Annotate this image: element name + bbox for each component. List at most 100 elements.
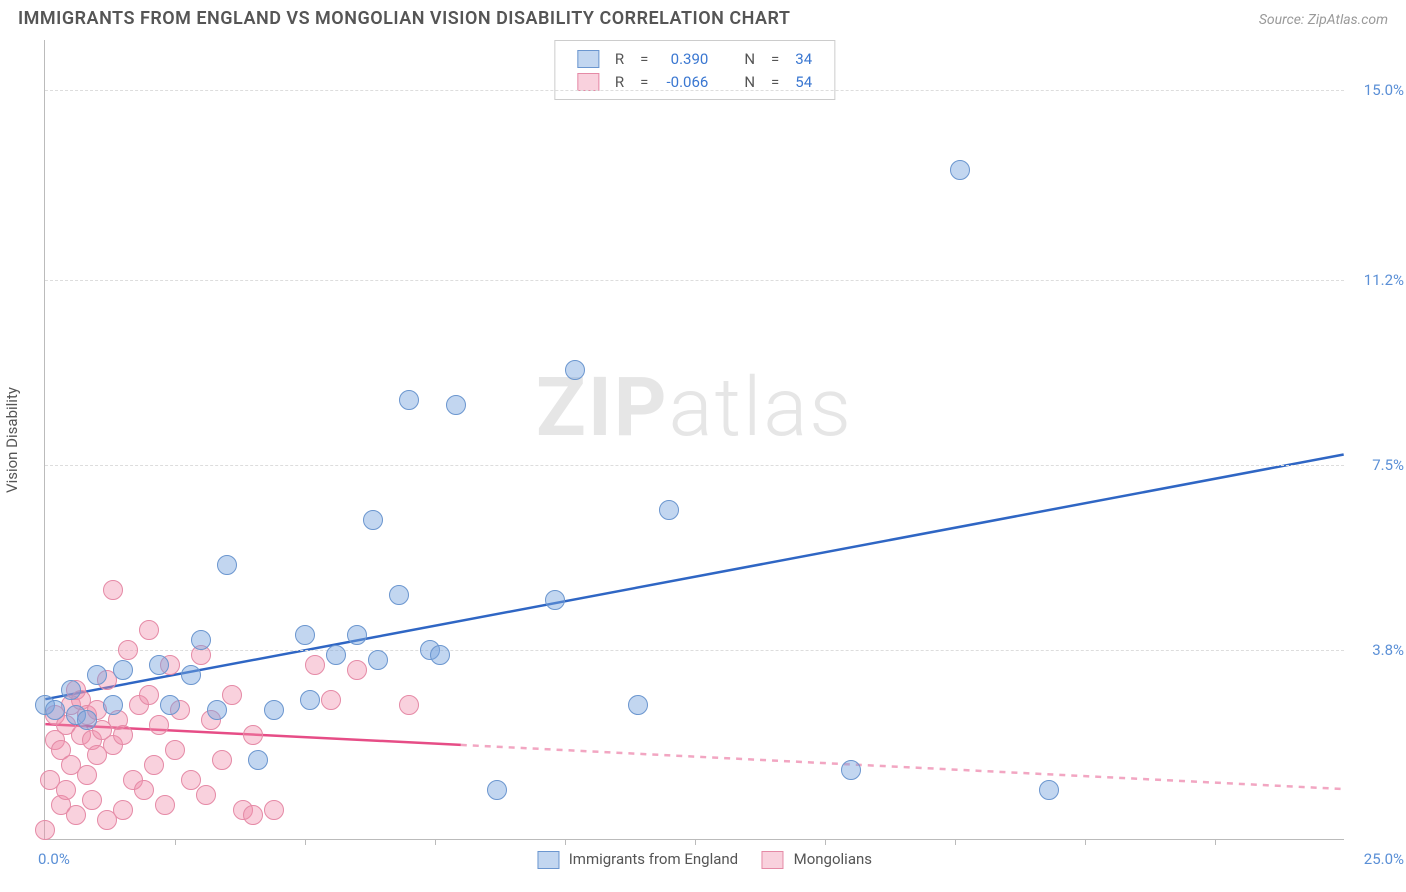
data-point-mongolians	[149, 715, 169, 735]
x-tick	[175, 839, 176, 845]
chart-title: IMMIGRANTS FROM ENGLAND VS MONGOLIAN VIS…	[18, 8, 790, 29]
data-point-england	[191, 630, 211, 650]
x-min-label: 0.0%	[38, 850, 70, 868]
legend-row-england: R = 0.390 N = 34	[569, 47, 820, 70]
data-point-england	[841, 760, 861, 780]
data-point-mongolians	[144, 755, 164, 775]
r-label: R	[607, 47, 632, 70]
y-axis-label: Vision Disability	[3, 387, 21, 493]
chart-header: IMMIGRANTS FROM ENGLAND VS MONGOLIAN VIS…	[0, 0, 1406, 33]
plot-area: ZIPatlas R = 0.390 N = 34 R =	[44, 40, 1344, 840]
data-point-mongolians	[77, 765, 97, 785]
data-point-england	[1039, 780, 1059, 800]
data-point-mongolians	[139, 685, 159, 705]
swatch-england	[577, 50, 599, 68]
data-point-mongolians	[35, 820, 55, 840]
data-point-england	[363, 510, 383, 530]
data-point-england	[565, 360, 585, 380]
data-point-england	[347, 625, 367, 645]
y-tick-label: 3.8%	[1350, 641, 1404, 659]
data-point-england	[248, 750, 268, 770]
gridline	[45, 90, 1344, 91]
y-tick-label: 11.2%	[1350, 271, 1404, 289]
data-point-england	[217, 555, 237, 575]
x-tick	[305, 839, 306, 845]
r-value-england: 0.390	[656, 47, 716, 70]
trendline	[461, 745, 1344, 789]
watermark-rest: atlas	[669, 360, 853, 456]
data-point-mongolians	[113, 725, 133, 745]
data-point-england	[87, 665, 107, 685]
trendlines-svg	[45, 40, 1344, 839]
data-point-mongolians	[181, 770, 201, 790]
data-point-england	[61, 680, 81, 700]
watermark-bold: ZIP	[536, 360, 669, 456]
y-tick-label: 15.0%	[1350, 81, 1404, 99]
data-point-england	[45, 700, 65, 720]
data-point-england	[160, 695, 180, 715]
data-point-mongolians	[134, 780, 154, 800]
data-point-mongolians	[305, 655, 325, 675]
source-label: Source: ZipAtlas.com	[1259, 12, 1388, 28]
series-label-mongolians: Mongolians	[794, 850, 872, 868]
data-point-england	[207, 700, 227, 720]
data-point-mongolians	[196, 785, 216, 805]
gridline	[45, 280, 1344, 281]
eq: =	[632, 47, 656, 70]
data-point-england	[300, 690, 320, 710]
data-point-mongolians	[155, 795, 175, 815]
data-point-england	[149, 655, 169, 675]
data-point-mongolians	[139, 620, 159, 640]
legend-correlation: R = 0.390 N = 34 R = -0.066 N = 54	[554, 40, 835, 100]
source-prefix: Source:	[1259, 12, 1308, 28]
data-point-england	[368, 650, 388, 670]
trendline	[45, 454, 1343, 699]
data-point-mongolians	[66, 805, 86, 825]
source-name: ZipAtlas.com	[1308, 12, 1388, 28]
swatch-mongolians	[577, 73, 599, 91]
n-label: N	[736, 47, 763, 70]
data-point-england	[446, 395, 466, 415]
data-point-mongolians	[243, 805, 263, 825]
plot-wrap: Vision Disability ZIPatlas R = 0.390 N =…	[44, 40, 1344, 840]
data-point-england	[430, 645, 450, 665]
data-point-england	[389, 585, 409, 605]
legend-series: Immigrants from England Mongolians	[517, 850, 872, 869]
data-point-england	[77, 710, 97, 730]
data-point-mongolians	[399, 695, 419, 715]
data-point-mongolians	[82, 790, 102, 810]
x-tick	[1215, 839, 1216, 845]
data-point-england	[399, 390, 419, 410]
data-point-mongolians	[264, 800, 284, 820]
data-point-england	[487, 780, 507, 800]
x-tick	[565, 839, 566, 845]
data-point-england	[659, 500, 679, 520]
x-tick	[695, 839, 696, 845]
x-tick	[825, 839, 826, 845]
swatch-england	[537, 851, 559, 869]
data-point-england	[113, 660, 133, 680]
data-point-mongolians	[212, 750, 232, 770]
data-point-mongolians	[321, 690, 341, 710]
data-point-mongolians	[165, 740, 185, 760]
data-point-england	[103, 695, 123, 715]
data-point-mongolians	[103, 580, 123, 600]
data-point-mongolians	[113, 800, 133, 820]
gridline	[45, 465, 1344, 466]
data-point-england	[628, 695, 648, 715]
x-tick	[955, 839, 956, 845]
eq: =	[763, 47, 787, 70]
data-point-mongolians	[118, 640, 138, 660]
data-point-england	[181, 665, 201, 685]
series-label-england: Immigrants from England	[569, 850, 738, 868]
data-point-england	[264, 700, 284, 720]
x-tick	[1085, 839, 1086, 845]
data-point-mongolians	[56, 780, 76, 800]
data-point-england	[950, 160, 970, 180]
y-tick-label: 7.5%	[1350, 456, 1404, 474]
x-tick	[435, 839, 436, 845]
gridline	[45, 650, 1344, 651]
swatch-mongolians	[762, 851, 784, 869]
data-point-england	[545, 590, 565, 610]
x-max-label: 25.0%	[1350, 850, 1404, 868]
